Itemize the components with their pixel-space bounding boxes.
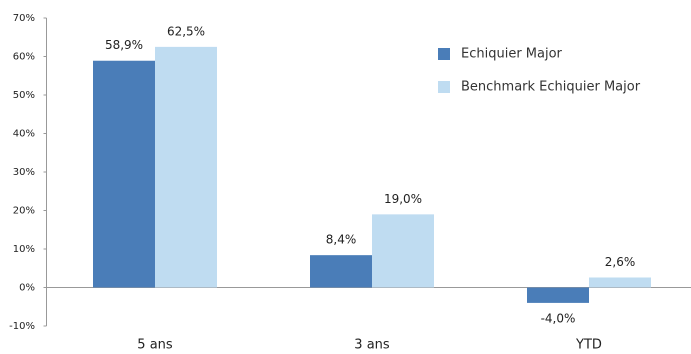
data-label: -4,0% — [541, 311, 576, 325]
y-tick-label: 60% — [13, 52, 35, 63]
bar — [372, 214, 434, 288]
x-tick-label: 5 ans — [137, 338, 173, 353]
y-tick-label: 70% — [13, 13, 35, 24]
y-tick-label: 40% — [13, 129, 35, 140]
legend-label: Echiquier Major — [461, 47, 563, 62]
bar — [527, 287, 589, 303]
y-tick-label: -10% — [9, 321, 35, 332]
y-tick-label: 20% — [13, 206, 35, 217]
data-label: 58,9% — [105, 38, 143, 52]
bar — [310, 255, 372, 288]
data-label: 62,5% — [167, 24, 205, 38]
y-tick-label: 10% — [13, 244, 35, 255]
bar — [589, 277, 651, 288]
bar — [93, 60, 155, 288]
y-tick-label: 50% — [13, 90, 35, 101]
data-label: 19,0% — [384, 192, 422, 206]
legend-swatch — [438, 48, 450, 60]
x-tick-label: 3 ans — [354, 338, 390, 353]
data-label: 8,4% — [326, 233, 357, 247]
x-tick-label: YTD — [575, 338, 602, 353]
legend-swatch — [438, 81, 450, 93]
y-tick-label: 30% — [13, 167, 35, 178]
bar — [155, 46, 217, 288]
y-tick-label: 0% — [19, 283, 35, 294]
data-label: 2,6% — [605, 255, 636, 269]
legend-label: Benchmark Echiquier Major — [461, 80, 641, 95]
